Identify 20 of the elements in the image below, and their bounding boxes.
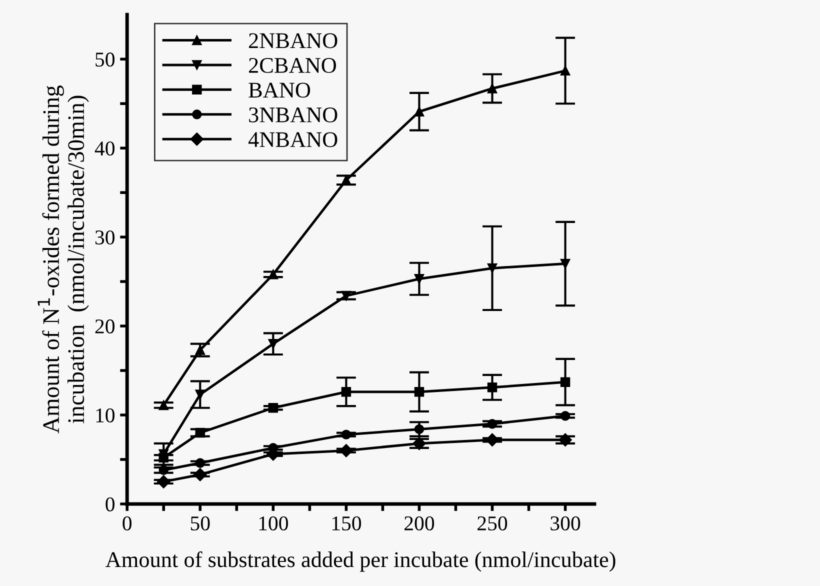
y-tick-label: 20 bbox=[95, 319, 114, 334]
x-tick-label: 50 bbox=[190, 516, 210, 530]
x-tick-label: 150 bbox=[332, 516, 362, 530]
y-tick-label: 30 bbox=[95, 230, 114, 244]
legend-label: 2CBANO bbox=[248, 58, 336, 73]
x-tick-label: 250 bbox=[478, 516, 508, 530]
legend-label: BANO bbox=[248, 82, 310, 98]
y-axis-title: Amount of N$^{1}$-oxides formed during incubation (nmol/incubate/30min) bbox=[38, 86, 89, 434]
x-axis-title: Amount of substrates added per incubate (nmol/incubate) bbox=[106, 551, 616, 572]
x-tick-label: 100 bbox=[259, 516, 288, 530]
x-tick-label: 200 bbox=[404, 516, 434, 530]
legend-label: 4NBANO bbox=[248, 132, 338, 148]
x-tick-label: 300 bbox=[550, 516, 580, 530]
y-tick-label: 10 bbox=[96, 408, 114, 422]
x-tick-label: 0 bbox=[122, 516, 132, 530]
y-tick-label: 50 bbox=[96, 52, 114, 67]
y-tick-label: 40 bbox=[94, 141, 114, 156]
y-tick-label: 0 bbox=[106, 497, 114, 512]
legend-label: 2NBANO bbox=[248, 33, 338, 48]
legend-label: 3NBANO bbox=[249, 107, 338, 122]
